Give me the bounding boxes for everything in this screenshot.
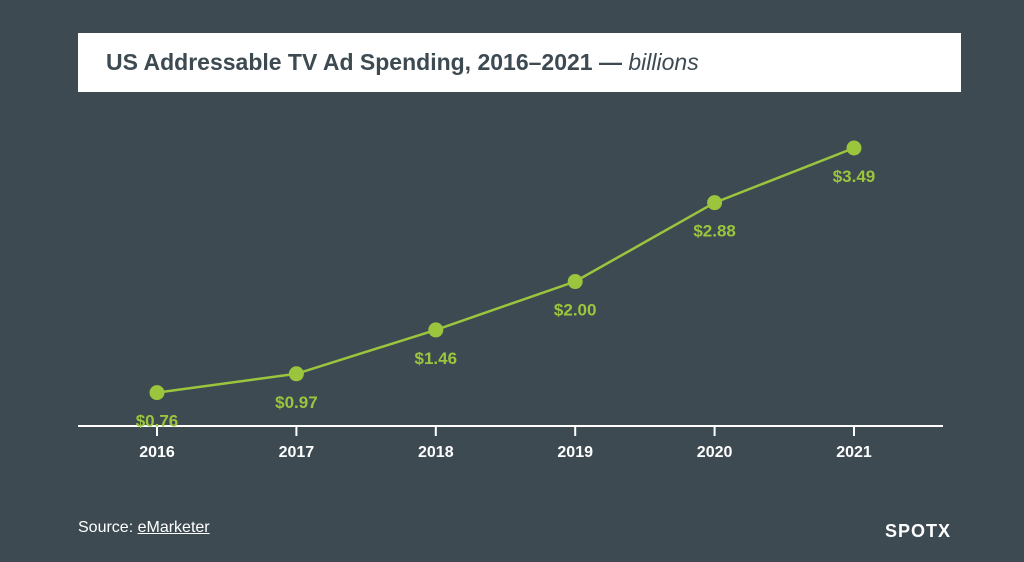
x-tick-label: 2021 (836, 444, 872, 461)
data-label: $2.00 (554, 301, 597, 320)
x-tick-label: 2016 (139, 444, 175, 461)
source-link[interactable]: eMarketer (137, 519, 210, 536)
x-tick-label: 2020 (697, 444, 733, 461)
data-point (567, 274, 583, 290)
data-point (288, 366, 304, 382)
data-label: $2.88 (693, 222, 736, 241)
x-axis-tick-labels: 2016 2017 2018 2019 2020 2021 (139, 444, 872, 461)
data-point (707, 195, 723, 211)
brand-logo: SPOTX (885, 521, 952, 541)
chart-title: US Addressable TV Ad Spending, 2016–2021… (106, 33, 699, 92)
data-point (149, 385, 165, 401)
data-labels: $0.76 $0.97 $1.46 $2.00 $2.88 $3.49 (136, 167, 876, 431)
x-axis-ticks (156, 426, 855, 436)
title-box: US Addressable TV Ad Spending, 2016–2021… (78, 33, 961, 92)
source-note: Source: eMarketer (78, 519, 210, 537)
data-point (428, 322, 444, 338)
chart-title-unit: billions (628, 49, 699, 75)
x-tick-label: 2019 (557, 444, 593, 461)
series-line (156, 146, 855, 394)
data-label: $0.76 (136, 412, 179, 431)
data-point (846, 140, 862, 156)
data-label: $1.46 (415, 349, 458, 368)
data-label: $0.97 (275, 393, 318, 412)
chart-title-main: US Addressable TV Ad Spending, 2016–2021… (106, 49, 622, 75)
data-label: $3.49 (833, 167, 876, 186)
data-points (149, 140, 862, 401)
x-tick-label: 2018 (418, 444, 454, 461)
x-tick-label: 2017 (279, 444, 315, 461)
source-prefix: Source: (78, 519, 138, 536)
